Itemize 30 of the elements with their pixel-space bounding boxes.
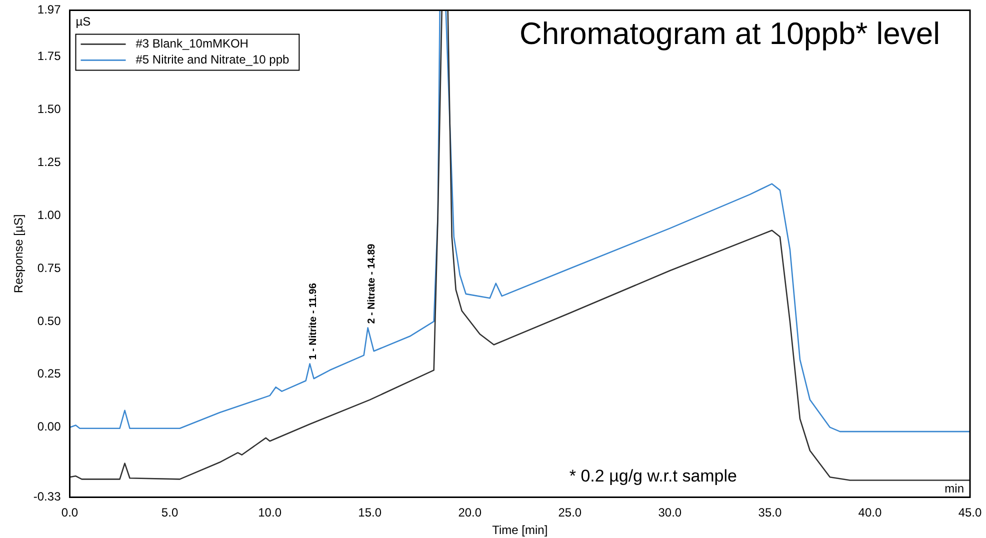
x-tick-label: 0.0 [61, 506, 78, 520]
x-tick-label: 35.0 [758, 506, 782, 520]
y-tick-label: 1.75 [37, 49, 62, 64]
y-tick-label: 1.00 [37, 208, 62, 222]
x-tick-label: 10.0 [258, 506, 282, 520]
y-tick-label: 1.97 [37, 2, 62, 17]
y-tick-label: 0.50 [37, 314, 62, 328]
x-axis-title: Time [min] [492, 523, 548, 538]
y-tick-label: 1.50 [37, 102, 62, 116]
x-tick-label: 20.0 [458, 506, 482, 520]
x-tick-label: 5.0 [161, 506, 178, 520]
chart-title: Chromatogram at 10ppb* level [520, 16, 940, 52]
x-tick-label: 25.0 [558, 506, 582, 520]
annotation: * 0.2 µg/g w.r.t sample [569, 466, 737, 486]
y-tick-label: 0.00 [37, 420, 62, 434]
y-tick-label: 0.25 [37, 366, 62, 381]
y-tick-label: -0.33 [33, 490, 62, 504]
legend-label: #3 Blank_10mMKOH [136, 36, 248, 51]
x-tick-label: 15.0 [358, 506, 382, 520]
annotation: 1 - Nitrite - 11.96 [308, 282, 319, 360]
y-axis-title: Response [µS] [12, 214, 26, 294]
x-tick-label: 30.0 [658, 506, 682, 520]
annotation: µS [76, 14, 91, 29]
y-tick-label: 1.25 [37, 154, 62, 169]
y-tick-label: 0.75 [37, 260, 62, 275]
annotation: 2 - Nitrate - 14.89 [366, 243, 378, 324]
x-tick-label: 45.0 [958, 506, 982, 520]
legend-label: #5 Nitrite and Nitrate_10 ppb [136, 52, 290, 67]
x-tick-label: 40.0 [858, 506, 882, 520]
annotation: min [944, 482, 964, 496]
